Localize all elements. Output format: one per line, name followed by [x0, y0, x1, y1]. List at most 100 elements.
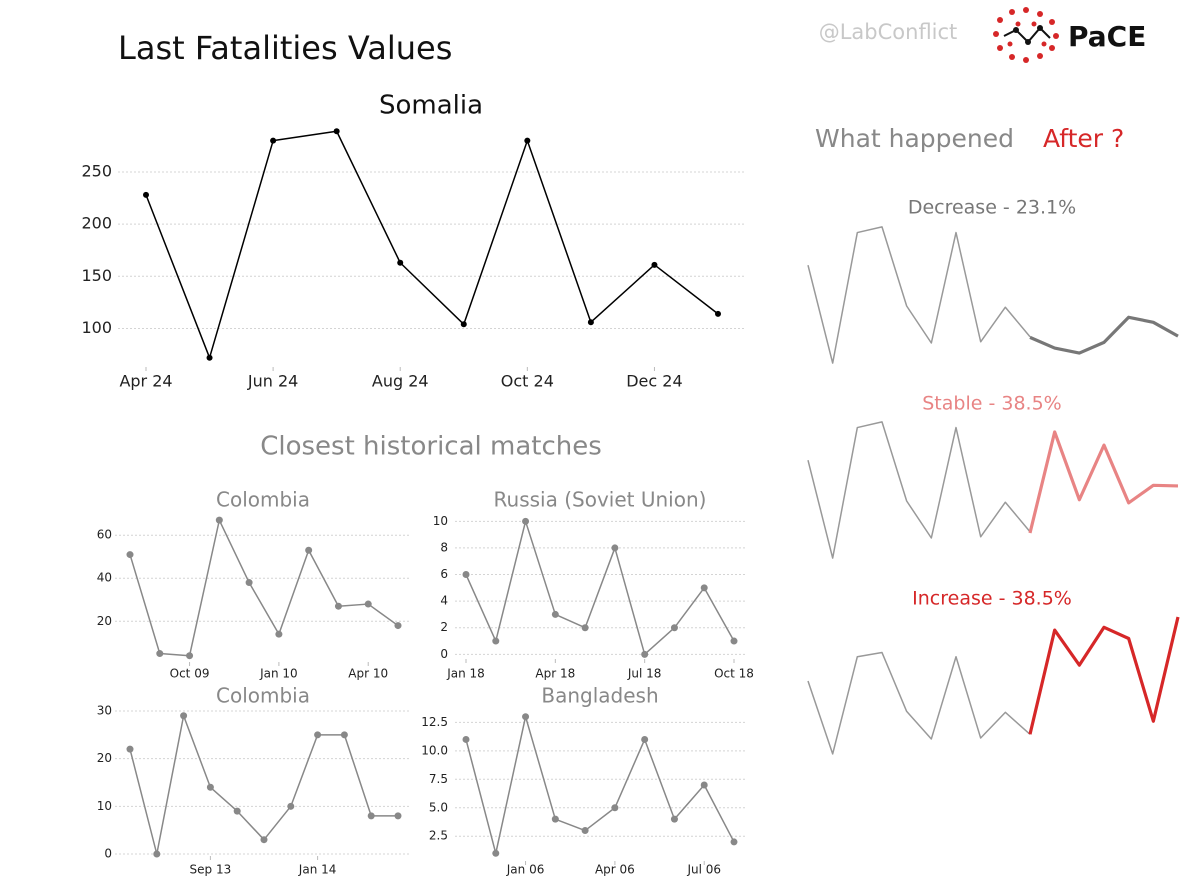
y-tick-label: 20: [97, 751, 112, 765]
x-tick-label: Sep 13: [190, 863, 232, 877]
data-point: [394, 812, 402, 820]
x-tick-label: Aug 24: [372, 372, 429, 391]
data-point: [522, 713, 530, 721]
data-point: [551, 610, 559, 618]
chart-title: Somalia: [379, 91, 483, 121]
data-point: [492, 849, 500, 857]
y-tick-label: 0: [104, 847, 112, 861]
page-title: Last Fatalities Values: [118, 29, 452, 67]
y-tick-label: 60: [97, 528, 112, 542]
y-tick-label: 2: [440, 620, 448, 634]
x-tick-label: Jul 18: [627, 667, 662, 681]
y-tick-label: 7.5: [429, 772, 448, 786]
y-tick-label: 150: [81, 266, 112, 285]
data-line: [129, 715, 398, 855]
data-point: [260, 836, 268, 844]
section-title: Closest historical matches: [260, 432, 602, 462]
forecast-line: [1028, 616, 1180, 735]
chart-title: Colombia: [216, 684, 310, 708]
x-tick-label: Jan 10: [259, 667, 298, 681]
data-point: [611, 544, 619, 552]
x-tick-label: Oct 24: [501, 372, 554, 391]
data-line: [129, 519, 399, 657]
data-point: [730, 637, 738, 645]
chart-title: Colombia: [216, 488, 310, 512]
data-point: [394, 622, 402, 630]
data-point: [522, 517, 530, 525]
y-tick-label: 5.0: [429, 800, 448, 814]
y-tick-label: 8: [440, 540, 448, 554]
y-tick-label: 0: [440, 647, 448, 661]
data-point: [245, 579, 253, 587]
history-line: [807, 651, 1031, 755]
data-point: [153, 850, 161, 858]
forecast-line: [1029, 315, 1179, 355]
y-tick-label: 20: [97, 614, 112, 628]
data-point: [730, 838, 738, 846]
data-point: [314, 731, 322, 739]
data-point: [143, 191, 149, 198]
data-point: [651, 261, 658, 268]
data-point: [364, 600, 372, 608]
history-line: [807, 226, 1031, 364]
y-tick-label: 2.5: [429, 829, 448, 843]
chart-title: Bangladesh: [541, 684, 658, 708]
data-point: [206, 354, 213, 361]
data-point: [206, 783, 214, 791]
data-point: [340, 731, 348, 739]
y-tick-label: 12.5: [421, 715, 448, 729]
x-tick-label: Jan 14: [298, 863, 337, 877]
data-point: [611, 804, 619, 812]
data-point: [270, 137, 277, 144]
data-point: [215, 516, 223, 524]
data-point: [641, 650, 649, 658]
data-point: [275, 630, 283, 638]
data-point: [715, 310, 721, 317]
data-point: [581, 624, 589, 632]
data-point: [462, 571, 470, 579]
data-point: [700, 781, 708, 789]
x-tick-label: Apr 18: [535, 667, 575, 681]
y-tick-label: 100: [81, 318, 112, 337]
x-tick-label: Jan 18: [446, 667, 485, 681]
data-point: [492, 637, 500, 645]
data-point: [126, 551, 134, 559]
y-tick-label: 10: [97, 799, 112, 813]
x-tick-label: Apr 24: [119, 372, 172, 391]
y-tick-label: 40: [97, 571, 112, 585]
data-point: [670, 815, 678, 823]
data-point: [233, 807, 241, 815]
x-tick-label: Jan 06: [506, 863, 545, 877]
data-line: [465, 715, 735, 855]
chart-title: Increase - 38.5%: [912, 588, 1072, 610]
x-tick-label: Jul 06: [686, 863, 721, 877]
handle: @LabConflict: [819, 20, 958, 44]
data-point: [670, 624, 678, 632]
data-point: [186, 652, 194, 660]
data-point: [524, 137, 531, 144]
data-point: [397, 259, 404, 266]
data-point: [460, 321, 467, 328]
x-tick-label: Oct 09: [170, 667, 210, 681]
data-point: [305, 546, 313, 554]
data-point: [581, 827, 589, 835]
data-point: [126, 745, 134, 753]
y-tick-label: 6: [440, 567, 448, 581]
x-tick-label: Apr 10: [348, 667, 388, 681]
data-point: [367, 812, 375, 820]
history-line: [807, 421, 1031, 559]
data-point: [180, 712, 188, 720]
y-tick-label: 250: [81, 161, 112, 180]
x-tick-label: Dec 24: [626, 372, 682, 391]
data-point: [287, 802, 295, 810]
data-point: [462, 735, 470, 743]
data-point: [333, 128, 340, 135]
data-point: [551, 815, 559, 823]
y-tick-label: 4: [440, 594, 448, 608]
data-point: [156, 650, 164, 658]
data-line: [145, 130, 719, 359]
forecast-line: [1028, 430, 1179, 534]
data-line: [465, 520, 735, 656]
data-point: [587, 319, 594, 326]
